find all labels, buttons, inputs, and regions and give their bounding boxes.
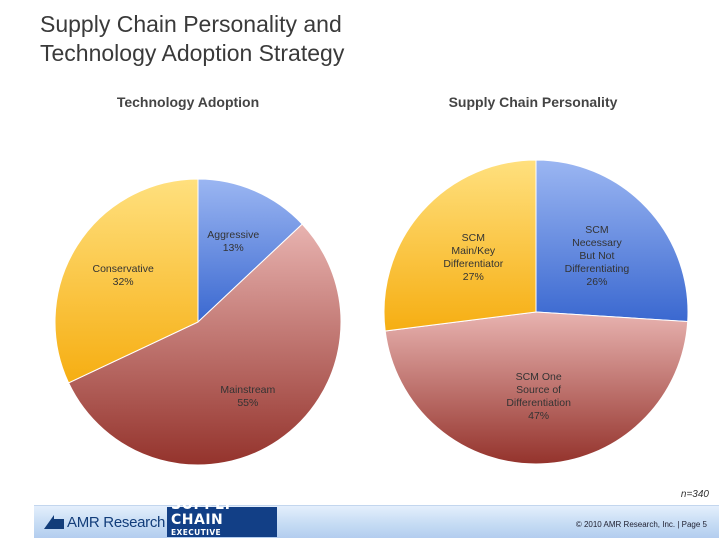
amr-logo-mark-icon xyxy=(44,515,64,529)
sample-size-note: n=340 xyxy=(680,489,709,500)
pie-slice-scm-one-source-of-differentiation xyxy=(384,311,689,465)
pie-slice-conservative xyxy=(54,178,199,384)
amr-logo-text: AMR Research xyxy=(67,513,166,531)
footer-bar: AMR Research SUPPLY CHAIN EXECUTIVE CONF… xyxy=(34,498,719,546)
copyright-text: © 2010 AMR Research, Inc. | Page 5 xyxy=(575,520,707,529)
pie-charts: Aggressive 13% Mainstream 55% Conservative 32… xyxy=(54,159,689,466)
chart-title-supply-chain-personality: Supply Chain Personality xyxy=(448,94,618,110)
sce-logo-line1: SUPPLY CHAIN xyxy=(171,497,233,528)
pie-chart-supply-chain-personality: SCM Necessary But Not Differentiating 26% SCM… xyxy=(383,159,689,465)
pie-slice-aggressive xyxy=(197,178,303,324)
amr-research-logo: AMR Research xyxy=(44,512,165,532)
sce-logo-line2: EXECUTIVE CONFERENCE xyxy=(171,528,232,546)
pie-slice-label: SCM Necessary But Not Differentiating 26% xyxy=(565,224,630,288)
page-title: Supply Chain Personality and Technology … xyxy=(40,10,344,68)
pie-slice-label: Aggressive 13% xyxy=(207,229,259,254)
pie-slice-label: Mainstream 55% xyxy=(220,384,275,409)
pie-slice-label: Conservative 32% xyxy=(93,263,154,288)
pie-slice-scm-necessary-but-not-differentiating xyxy=(535,159,689,323)
page-title-line2: Technology Adoption Strategy xyxy=(40,40,345,66)
pie-slice-scm-main-key-differentiator xyxy=(383,159,537,332)
pie-slice-label: SCM Main/Key Differentiator 27% xyxy=(443,232,503,283)
chart-title-technology-adoption: Technology Adoption xyxy=(116,94,260,110)
page-title-line1: Supply Chain Personality and xyxy=(40,11,342,37)
pie-slice-label: SCM One Source of Differentiation 47% xyxy=(506,371,571,422)
pie-slice-mainstream xyxy=(67,223,342,466)
pie-chart-technology-adoption: Aggressive 13% Mainstream 55% Conservative 32… xyxy=(54,178,342,466)
supply-chain-executive-conference-logo: SUPPLY CHAIN EXECUTIVE CONFERENCE xyxy=(167,498,277,546)
